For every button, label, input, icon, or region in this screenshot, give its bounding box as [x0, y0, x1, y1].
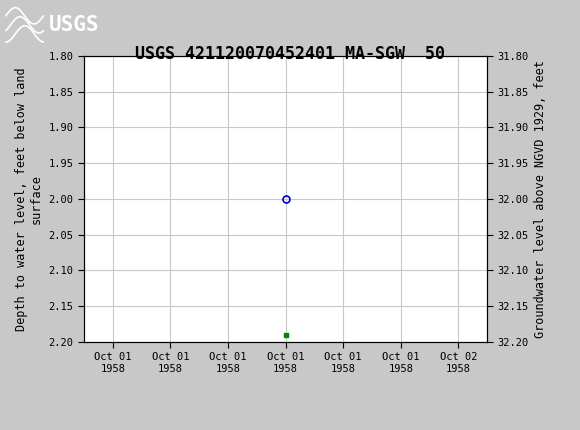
Text: USGS: USGS: [49, 15, 100, 35]
Y-axis label: Depth to water level, feet below land
surface: Depth to water level, feet below land su…: [15, 67, 43, 331]
Text: USGS 421120070452401 MA-SGW  50: USGS 421120070452401 MA-SGW 50: [135, 45, 445, 63]
Y-axis label: Groundwater level above NGVD 1929, feet: Groundwater level above NGVD 1929, feet: [534, 60, 548, 338]
